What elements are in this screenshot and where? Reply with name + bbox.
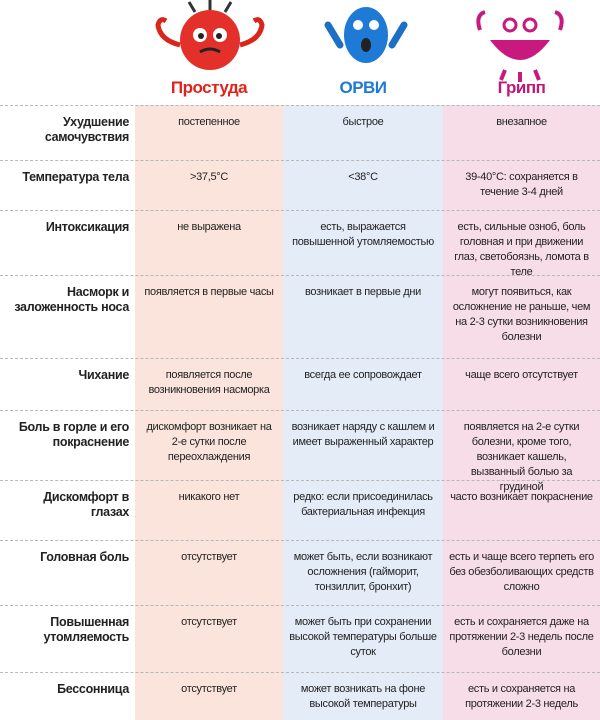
- table-cell: есть и сохраняется на протяжении 2-3 нед…: [465, 683, 578, 710]
- table-cell: <38°С: [348, 171, 378, 183]
- table-cell: внезапное: [496, 116, 547, 128]
- row-label: Головная боль: [40, 550, 129, 564]
- row-label: Дискомфорт в глазах: [43, 490, 129, 519]
- table-cell: >37,5°С: [189, 171, 229, 183]
- table-row: Боль в горле и его покраснение дискомфорт…: [0, 410, 600, 493]
- row-label: Температура тела: [22, 170, 129, 184]
- table-cell: отсутствует: [181, 551, 237, 563]
- row-label: Повышенная утомляемость: [43, 615, 129, 644]
- table-cell: дискомфорт возникает на 2-е сутки после …: [146, 421, 272, 463]
- table-cell: редко: если присоединилась бактериальная…: [293, 491, 433, 518]
- table-row: Насморк и заложенность носа появляется в …: [0, 275, 600, 358]
- table-cell: есть и чаще всего терпеть его без обезбо…: [449, 551, 594, 593]
- table-cell: возникает в первые дни: [304, 286, 422, 298]
- pink-monster: [476, 10, 564, 82]
- table-cell: никакого нет: [178, 491, 240, 503]
- header-art: [155, 0, 564, 82]
- table-cell: могут появиться, как осложнение не раньш…: [452, 286, 591, 343]
- table-row: Чихание появляется после возникновения на…: [0, 358, 600, 410]
- blue-monster: [324, 7, 408, 63]
- column-bg: [443, 105, 600, 720]
- table-cell: отсутствует: [181, 616, 237, 628]
- table-cell: чаще всего отсутствует: [465, 369, 578, 381]
- column-title: Простуда: [170, 78, 248, 97]
- table-row: Головная боль отсутствует может быть, если…: [0, 540, 600, 605]
- row-label: Ухудшение самочувствия: [44, 115, 129, 144]
- row-label: Боль в горле и его покраснение: [18, 420, 129, 449]
- table-cell: есть, сильные озноб, боль головная и при…: [454, 221, 589, 278]
- table-row: Ухудшение самочувствия постепенное быстрое…: [0, 105, 600, 160]
- table-cell: есть, выражается повышенной утомляемость…: [292, 221, 434, 248]
- column-title: Грипп: [497, 78, 546, 97]
- column-title: ОРВИ: [339, 78, 387, 97]
- table-row: Дискомфорт в глазах никакого нет редко: ес…: [0, 480, 600, 540]
- table-cell: появляется на 2-е сутки болезни, кроме т…: [463, 421, 580, 493]
- table-cell: 39-40°С: сохраняется в течение 3-4 дней: [465, 171, 578, 198]
- table-row: Повышенная утомляемость отсутствует может …: [0, 605, 600, 672]
- table-cell: появляется в первые часы: [144, 286, 274, 298]
- table-cell: может быть, если возникают осложнения (г…: [293, 551, 433, 593]
- column-bg: [135, 105, 283, 720]
- row-label: Насморк и заложенность носа: [14, 285, 129, 314]
- table-row: Бессонница отсутствует может возникать на …: [0, 672, 600, 720]
- table-cell: может быть при сохранении высокой темпер…: [289, 616, 437, 658]
- row-label: Бессонница: [57, 682, 129, 696]
- table-cell: всегда ее сопровождает: [304, 369, 422, 381]
- table: Ухудшение самочувствия постепенное быстрое…: [0, 105, 600, 720]
- row-label: Интоксикация: [45, 220, 129, 234]
- table-cell: возникает наряду с кашлем и имеет выраже…: [291, 421, 435, 448]
- table-row: Интоксикация не выражена есть, выражается …: [0, 210, 600, 278]
- table-cell: часто возникает покраснение: [450, 491, 593, 503]
- table-cell: постепенное: [178, 116, 240, 128]
- table-cell: появляется после возникновения насморка: [148, 369, 270, 396]
- table-cell: не выражена: [177, 221, 241, 233]
- row-label: Чихание: [78, 368, 130, 382]
- table-cell: отсутствует: [181, 683, 237, 695]
- table-row: Температура тела >37,5°С <38°С 39-40°С: сох…: [0, 160, 600, 210]
- table-cell: быстрое: [342, 116, 384, 128]
- column-bg: [283, 105, 443, 720]
- red-monster: [155, 0, 265, 70]
- table-cell: есть и сохраняется даже на протяжении 2-…: [449, 616, 594, 658]
- table-cell: может возникать на фоне высокой температ…: [300, 683, 426, 710]
